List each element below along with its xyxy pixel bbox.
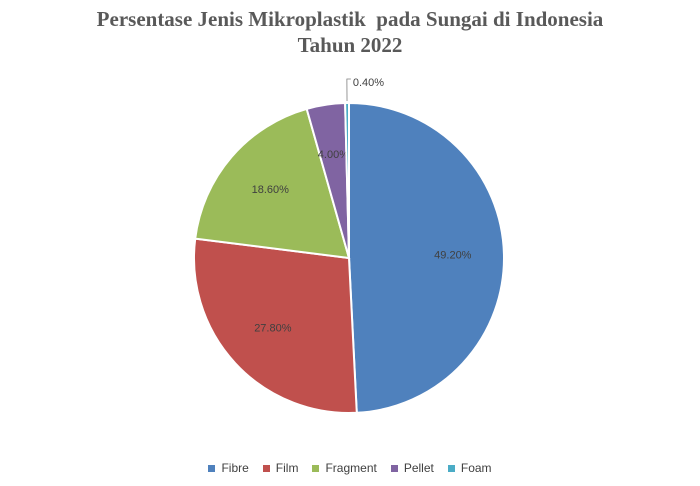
legend-swatch: [208, 464, 216, 472]
chart-title: Persentase Jenis Mikroplastik pada Sunga…: [96, 7, 604, 31]
legend-swatch: [447, 464, 455, 472]
data-label-foam: 0.40%: [353, 77, 384, 89]
pie-slice-fibre: [348, 101, 505, 414]
chart-legend: Fibre Film Fragment Pellet Foam: [0, 461, 700, 475]
legend-label: Foam: [460, 461, 492, 475]
legend-label: Fragment: [325, 461, 377, 475]
data-label-pellet: 4.00%: [318, 149, 349, 161]
legend-swatch: [312, 464, 320, 472]
pie-slice-film: [193, 237, 358, 414]
legend-swatch: [262, 464, 270, 472]
legend-label: Film: [275, 461, 299, 475]
legend-item-foam: Foam: [447, 461, 492, 475]
legend-item-fibre: Fibre: [208, 461, 249, 475]
data-label-film: 27.80%: [254, 323, 292, 335]
data-label-fibre: 49.20%: [434, 249, 472, 261]
legend-item-fragment: Fragment: [312, 461, 377, 475]
legend-label: Fibre: [221, 461, 249, 475]
data-label-fragment: 18.60%: [252, 184, 290, 196]
label-leader-line: [346, 78, 351, 102]
pie-slice-fragment: [194, 107, 351, 260]
pie-slice-foam: [344, 101, 350, 259]
legend-item-film: Film: [262, 461, 299, 475]
legend-swatch: [390, 464, 398, 472]
legend-item-pellet: Pellet: [390, 461, 434, 475]
chart-title-block: Persentase Jenis Mikroplastik pada Sunga…: [0, 6, 700, 58]
chart-subtitle: Tahun 2022: [297, 33, 403, 57]
legend-label: Pellet: [403, 461, 434, 475]
